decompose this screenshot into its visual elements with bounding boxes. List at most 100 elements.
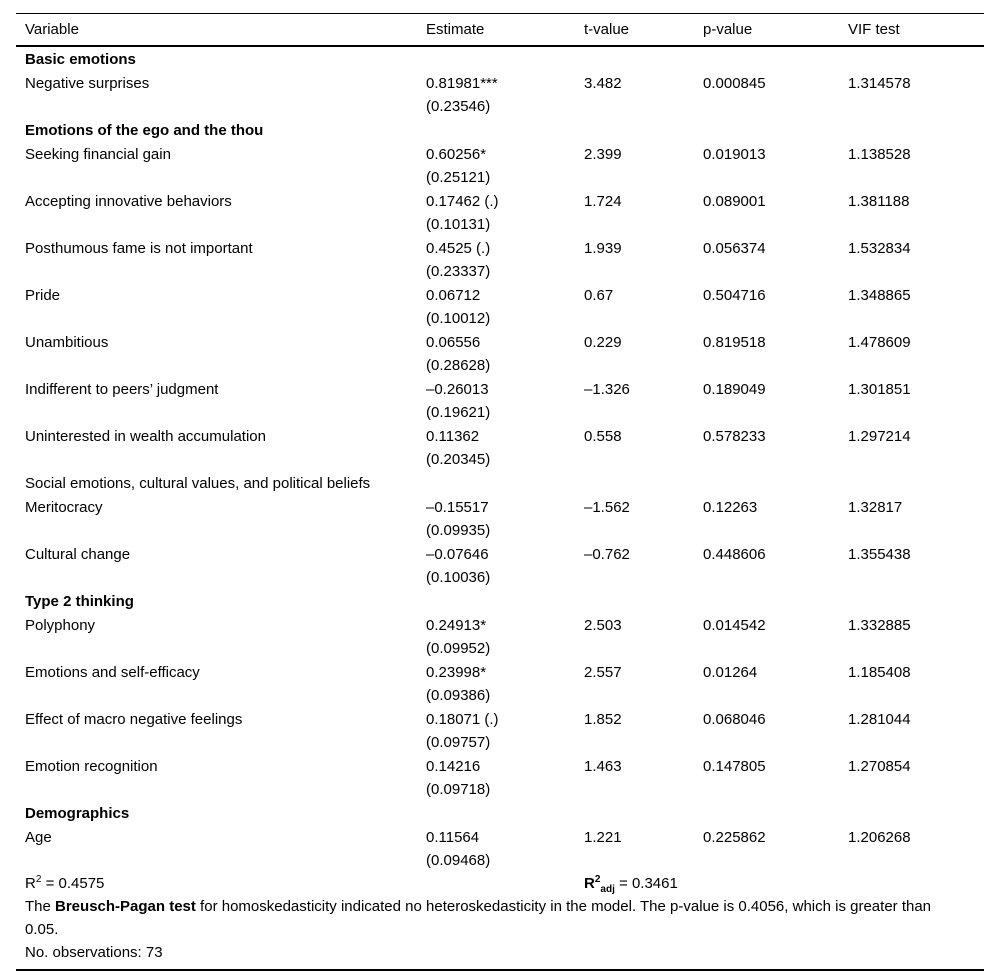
standard-error-value: (0.09757): [426, 734, 491, 751]
standard-error-value: (0.09718): [426, 781, 491, 798]
table-row: Polyphony 0.24913* (0.09952) 2.503 0.014542 1…: [16, 613, 984, 660]
t-value-cell: 3.482: [584, 75, 622, 92]
regression-table: Variable Estimate t-value p-value VIF te…: [16, 13, 984, 971]
r-squared-adj-base: R: [584, 875, 595, 892]
t-value-cell: 0.67: [584, 287, 614, 304]
section-header-row: Type 2 thinking: [16, 589, 984, 613]
p-value-cell: 0.01264: [703, 664, 758, 681]
section-header-row: Social emotions, cultural values, and po…: [16, 471, 984, 495]
estimate-value: 0.24913*: [426, 617, 487, 634]
section-header-row: Emotions of the ego and the thou: [16, 118, 984, 142]
variable-cell: Effect of macro negative feelings: [25, 711, 243, 728]
p-value-cell: 0.068046: [703, 711, 766, 728]
p-value-cell: 0.000845: [703, 75, 766, 92]
estimate-cell: –0.26013 (0.19621): [426, 377, 584, 424]
vif-cell: 1.281044: [848, 711, 911, 728]
vif-cell: 1.301851: [848, 381, 911, 398]
table-row: Posthumous fame is not important 0.4525 (…: [16, 236, 984, 283]
vif-cell: 1.185408: [848, 664, 911, 681]
table-row: Meritocracy –0.15517 (0.09935) –1.562 0.1226…: [16, 495, 984, 542]
standard-error-value: (0.09468): [426, 852, 491, 869]
note-test-name: Breusch-Pagan test: [55, 898, 196, 915]
standard-error-value: (0.09386): [426, 687, 491, 704]
estimate-value: 0.06556: [426, 334, 481, 351]
estimate-cell: 0.06712 (0.10012): [426, 283, 584, 330]
table-row: Cultural change –0.07646 (0.10036) –0.762 0.…: [16, 542, 984, 589]
section-header-label: Social emotions, cultural values, and po…: [25, 475, 371, 492]
estimate-cell: 0.17462 (.) (0.10131): [426, 189, 584, 236]
table-row: Emotion recognition 0.14216 (0.09718) 1.463…: [16, 754, 984, 801]
estimate-value: 0.81981***: [426, 75, 498, 92]
observations-count: No. observations: 73: [25, 944, 163, 961]
estimate-value: 0.14216: [426, 758, 481, 775]
p-value-cell: 0.225862: [703, 829, 766, 846]
vif-cell: 1.206268: [848, 829, 911, 846]
t-value-cell: 0.229: [584, 334, 622, 351]
standard-error-value: (0.09952): [426, 640, 491, 657]
section-header-label: Basic emotions: [25, 51, 136, 68]
estimate-value: 0.18071 (.): [426, 711, 499, 728]
estimate-cell: 0.18071 (.) (0.09757): [426, 707, 584, 754]
vif-cell: 1.381188: [848, 193, 910, 210]
estimate-cell: 0.81981*** (0.23546): [426, 71, 584, 118]
vif-cell: 1.332885: [848, 617, 911, 634]
p-value-cell: 0.448606: [703, 546, 766, 563]
estimate-cell: 0.60256* (0.25121): [426, 142, 584, 189]
vif-cell: 1.138528: [848, 146, 911, 163]
variable-cell: Negative surprises: [25, 75, 150, 92]
standard-error-value: (0.20345): [426, 451, 491, 468]
vif-cell: 1.270854: [848, 758, 911, 775]
column-header-p-value: p-value: [703, 21, 753, 38]
t-value-cell: 1.221: [584, 829, 622, 846]
table-header-row: Variable Estimate t-value p-value VIF te…: [16, 14, 984, 47]
p-value-cell: 0.014542: [703, 617, 766, 634]
estimate-cell: 0.06556 (0.28628): [426, 330, 584, 377]
estimate-cell: –0.15517 (0.09935): [426, 495, 584, 542]
estimate-value: 0.17462 (.): [426, 193, 499, 210]
variable-cell: Emotions and self-efficacy: [25, 664, 200, 681]
table-row: Indifferent to peers’ judgment –0.26013 (0…: [16, 377, 984, 424]
column-header-t-value: t-value: [584, 21, 630, 38]
section-header-row: Demographics: [16, 801, 984, 825]
t-value-cell: –1.326: [584, 381, 630, 398]
r-squared-adj-symbol: R2adj: [584, 874, 615, 895]
vif-cell: 1.32817: [848, 499, 903, 516]
p-value-cell: 0.019013: [703, 146, 766, 163]
standard-error-value: (0.09935): [426, 522, 491, 539]
note-prefix: The: [25, 898, 56, 915]
standard-error-value: (0.23546): [426, 98, 491, 115]
standard-error-value: (0.10036): [426, 569, 491, 586]
t-value-cell: 1.463: [584, 758, 622, 775]
estimate-value: –0.07646: [426, 546, 489, 563]
note-body: for homoskedasticity indicated no hetero…: [25, 898, 932, 938]
t-value-cell: 2.503: [584, 617, 622, 634]
estimate-value: 0.06712: [426, 287, 481, 304]
estimate-value: 0.60256*: [426, 146, 487, 163]
section-header-label: Type 2 thinking: [25, 593, 134, 610]
r-squared-value: R2 = 0.4575: [25, 872, 584, 895]
table-row: Age 0.11564 (0.09468) 1.221 0.225862 1.206268: [16, 825, 984, 872]
t-value-cell: 1.939: [584, 240, 622, 257]
p-value-cell: 0.12263: [703, 499, 758, 516]
r-squared-row: R2 = 0.4575 R2adj = 0.3461: [16, 872, 984, 895]
breusch-pagan-note: The Breusch-Pagan test for homoskedastic…: [16, 895, 984, 941]
standard-error-value: (0.25121): [426, 169, 491, 186]
column-header-variable: Variable: [25, 21, 79, 38]
standard-error-value: (0.23337): [426, 263, 491, 280]
regression-table-page: Variable Estimate t-value p-value VIF te…: [0, 13, 1000, 978]
estimate-value: –0.15517: [426, 499, 489, 516]
estimate-cell: 0.11564 (0.09468): [426, 825, 584, 872]
t-value-cell: 2.557: [584, 664, 622, 681]
table-row: Unambitious 0.06556 (0.28628) 0.229 0.819518…: [16, 330, 984, 377]
section-header-label: Demographics: [25, 805, 130, 822]
t-value-cell: 0.558: [584, 428, 622, 445]
t-value-cell: –0.762: [584, 546, 630, 563]
t-value-cell: –1.562: [584, 499, 630, 516]
t-value-cell: 2.399: [584, 146, 622, 163]
r-squared-adj-subscript: adj: [600, 884, 615, 895]
r-squared-adj-exponent: 2: [594, 874, 601, 885]
p-value-cell: 0.189049: [703, 381, 766, 398]
estimate-value: –0.26013: [426, 381, 489, 398]
column-header-vif-test: VIF test: [848, 21, 900, 38]
t-value-cell: 1.852: [584, 711, 622, 728]
